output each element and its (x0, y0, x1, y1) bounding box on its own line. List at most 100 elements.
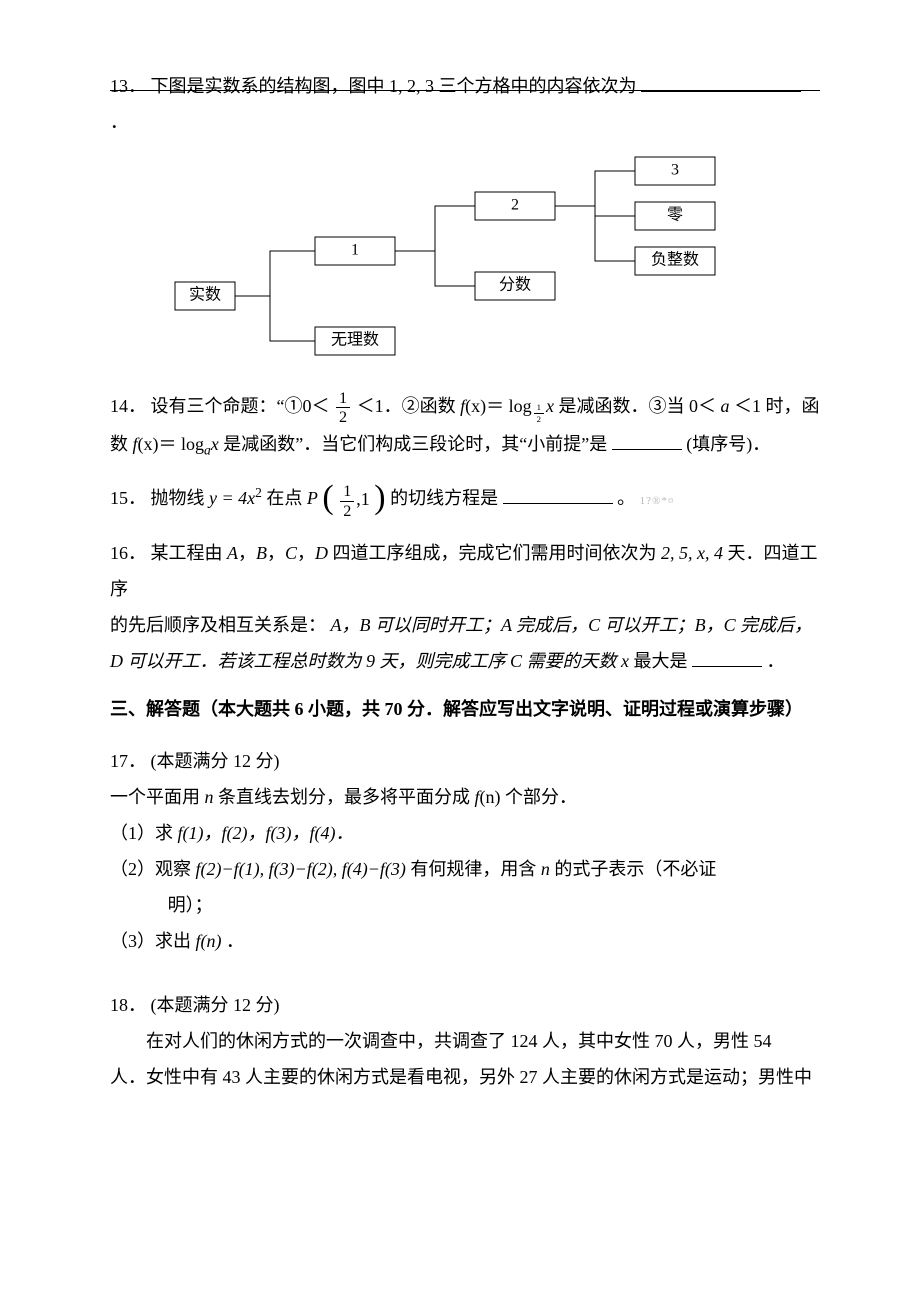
question-16-line2: 的先后顺序及相互关系是： A，B 可以同时开工；A 完成后，C 可以开工；B，C… (110, 607, 820, 643)
question-17-line1: 一个平面用 n 条直线去划分，最多将平面分成 f(n) 个部分． (110, 779, 820, 815)
q17-sub2-label: （2）观察 (110, 859, 196, 879)
question-17: 17． (本题满分 12 分) (110, 743, 820, 779)
q17-sub3-label: （3）求出 (110, 931, 196, 951)
q17-sub2-vals: f(2)−f(1), f(3)−f(2), f(4)−f(3) (196, 859, 406, 879)
node-ling: 零 (667, 207, 683, 224)
sep: ， (238, 543, 256, 563)
q14-text-f: 是减函数”．当它们构成三段论时，其“小前提”是 (223, 434, 607, 454)
question-13: 13． 下图是实数系的结构图，图中 1, 2, 3 三个方格中的内容依次为 ． (110, 68, 820, 140)
q16-line3-a: D 可以开工．若该工程总时数为 9 天，则完成工序 C 需要的天数 (110, 651, 621, 671)
q17-head: (本题满分 12 分) (151, 751, 280, 771)
node-fenshu: 分数 (499, 276, 531, 294)
question-14: 14． 设有三个命题：“①0＜ 1 2 ＜1．②函数 f(x)＝ log12x … (110, 388, 820, 426)
question-17-sub2: （2）观察 f(2)−f(1), f(3)−f(2), f(4)−f(3) 有何… (110, 851, 820, 887)
q17-line1-c: 个部分． (505, 787, 577, 807)
q16-C: C (285, 543, 297, 563)
node-box3: 3 (671, 162, 679, 179)
q17-sub2-n: n (541, 859, 550, 879)
q18-head: (本题满分 12 分) (151, 995, 280, 1015)
q16-D: D (315, 543, 328, 563)
question-16-line3: D 可以开工．若该工程总时数为 9 天，则完成工序 C 需要的天数 x 最大是 … (110, 643, 820, 679)
q15-blank (503, 485, 613, 504)
q15-text-a: 抛物线 (151, 488, 210, 508)
q14-text-b: ＜1．②函数 (357, 396, 461, 416)
q13-diagram: 实数 1 无理数 2 分数 3 零 负整数 (110, 152, 820, 372)
question-17-sub1: （1）求 f(1)，f(2)，f(3)，f(4)． (110, 815, 820, 851)
q14-number: 14． (110, 396, 146, 416)
q16-line1-a: 某工程由 (151, 543, 223, 563)
q17-number: 17． (110, 751, 146, 771)
lparen-icon: ( (322, 481, 333, 515)
q14-text-a: 设有三个命题：“①0＜ (151, 396, 330, 416)
q15-exp: 2 (255, 485, 262, 500)
q14-text-d: ＜1 时，函 (734, 396, 820, 416)
q15-text-d: 。 (617, 488, 635, 508)
frac-den: 2 (340, 501, 354, 519)
question-18-line1: 在对人们的休闲方式的一次调查中，共调查了 124 人，其中女性 70 人，男性 … (110, 1023, 820, 1059)
q17-sub1-label: （1）求 (110, 823, 178, 843)
question-14-line2: 数 f(x)＝ logax 是减函数”．当它们构成三段论时，其“小前提”是 (填… (110, 426, 820, 464)
q17-line1-a: 一个平面用 (110, 787, 200, 807)
frac-num: 1 (336, 390, 350, 407)
q13-text-a: 下图是实数系的结构图，图中 1, 2, 3 三个方格中的内容依次为 (151, 76, 637, 96)
edges (235, 171, 635, 341)
question-15: 15． 抛物线 y = 4x2 在点 P ( 1 2 ,1 ) 的切线方程是 。… (110, 479, 820, 519)
q17-sub3-vals: f(n) (196, 931, 222, 951)
tree-svg: 实数 1 无理数 2 分数 3 零 负整数 (145, 152, 785, 372)
q14-text-e: 数 (110, 434, 133, 454)
q15-eq: y = 4x (209, 488, 255, 508)
question-18-line2: 人．女性中有 43 人主要的休闲方式是看电视，另外 27 人主要的休闲方式是运动… (110, 1059, 820, 1095)
q14-log1-base: 12 (532, 405, 546, 420)
q14-text-g: (填序号)． (686, 434, 770, 454)
q13-number: 13． (110, 76, 146, 96)
q14-f1-paren: (x)＝ (465, 396, 504, 416)
node-shishu: 实数 (189, 286, 221, 304)
q15-text-c: 的切线方程是 (390, 488, 498, 508)
q16-line2: 的先后顺序及相互关系是： (110, 615, 326, 635)
section-3-heading: 三、解答题（本大题共 6 小题，共 70 分．解答应写出文字说明、证明过程或演算… (110, 691, 820, 727)
q15-comma: ,1 (356, 489, 370, 509)
q14-log2-base: a (204, 442, 211, 457)
q14-blank (612, 431, 682, 450)
q14-log1-arg: x (546, 396, 554, 416)
q14-half: 1 2 (336, 390, 350, 425)
node-fuzhengshu: 负整数 (651, 251, 699, 269)
q15-number: 15． (110, 488, 146, 508)
q17-sub3-tail: ． (226, 931, 244, 951)
q16-line3-b: 最大是 (634, 651, 688, 671)
q15-text-b: 在点 (266, 488, 307, 508)
q17-sub1-vals: f(1)，f(2)，f(3)，f(4)． (178, 823, 354, 843)
q17-sub2-tail-c: 明）； (168, 895, 213, 915)
q17-sub2-tail-b: 的式子表示（不必证 (554, 859, 716, 879)
q16-rel: A，B 可以同时开工；A 完成后，C 可以开工；B，C 完成后， (331, 615, 813, 635)
sep: ， (267, 543, 285, 563)
question-16: 16． 某工程由 A，B，C，D 四道工序组成，完成它们需用时间依次为 2, 5… (110, 535, 820, 607)
frac-num: 1 (340, 483, 354, 500)
q15-watermark: 1?®*¤ (640, 495, 675, 507)
q17-n: n (205, 787, 214, 807)
q16-number: 16． (110, 543, 146, 563)
q15-P: P (307, 488, 318, 508)
q16-line3-c: ． (767, 651, 785, 671)
q14-log1: log (509, 396, 532, 416)
q14-log2: log (181, 434, 204, 454)
q16-x: x (621, 651, 629, 671)
q18-number: 18． (110, 995, 146, 1015)
q16-line1-b: 四道工序组成，完成它们需用时间依次为 (333, 543, 657, 563)
q17-sub2-tail-a: 有何规律，用含 (410, 859, 541, 879)
q14-text-c: 是减函数．③当 0＜ (559, 396, 717, 416)
q14-f2-paren: (x)＝ (138, 434, 177, 454)
top-rule (110, 90, 820, 91)
q14-a: a (721, 396, 730, 416)
node-box1: 1 (351, 242, 359, 259)
node-wulishu: 无理数 (331, 331, 379, 349)
rparen-icon: ) (374, 481, 385, 515)
q16-times: 2, 5, x, 4 (661, 543, 723, 563)
q17-fn-arg: (n) (480, 787, 501, 807)
frac-den: 2 (336, 407, 350, 425)
sep: ， (297, 543, 315, 563)
q16-blank (692, 648, 762, 667)
q14-log2-arg: x (211, 434, 219, 454)
q16-B: B (256, 543, 267, 563)
q17-line1-b: 条直线去划分，最多将平面分成 (218, 787, 475, 807)
